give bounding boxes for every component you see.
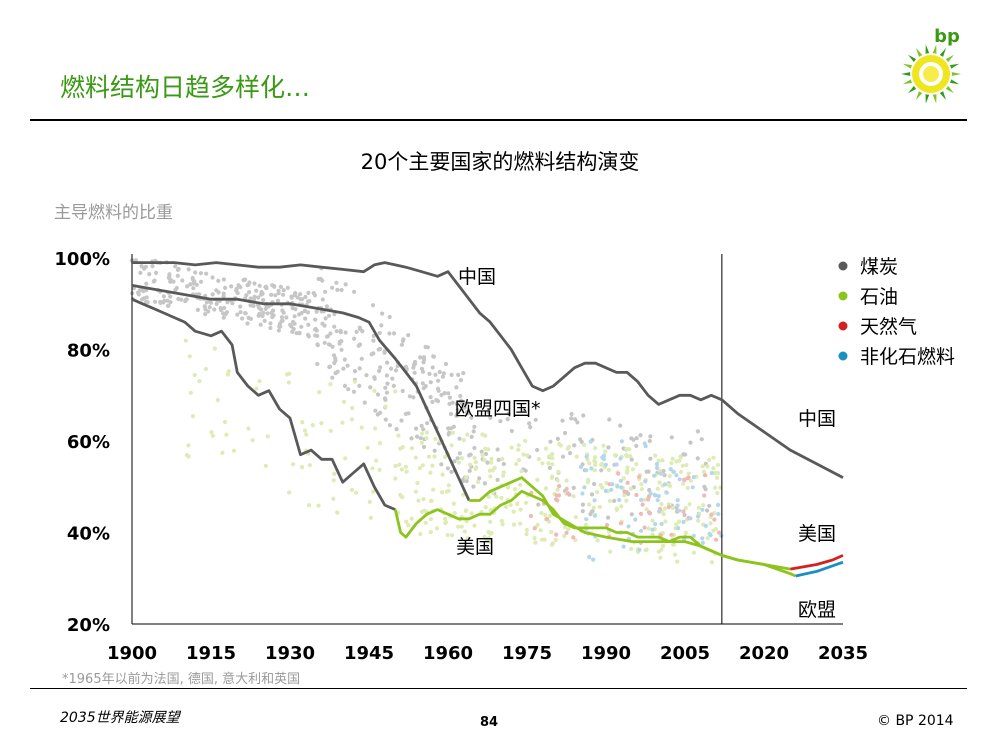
x-tick-label: 1960 (423, 643, 473, 664)
legend-marker (838, 261, 848, 271)
title-divider (30, 119, 967, 121)
country-lines (131, 261, 844, 578)
annotation-label: 中国 (798, 408, 836, 430)
annotation-label: 中国 (458, 266, 496, 288)
footer-publication: 2035世界能源展望 (60, 710, 180, 726)
bp-logo-icon: bp (901, 26, 961, 104)
annotation-label: 欧盟 (798, 599, 836, 621)
background-scatter (129, 258, 724, 565)
series-line-1-2 (795, 560, 844, 578)
legend-marker (838, 351, 848, 361)
legend-label: 石油 (860, 286, 898, 308)
series-line-2-1 (393, 489, 791, 571)
x-tick-label: 1900 (107, 643, 157, 664)
slide-title: 燃料结构日趋多样化… (60, 73, 311, 102)
footer-divider (30, 688, 967, 689)
legend-marker (838, 321, 848, 331)
y-tick-label: 40% (67, 524, 110, 545)
annotation-label: 欧盟四国* (455, 398, 541, 420)
footnote: *1965年以前为法国, 德国, 意大利和英国 (62, 672, 301, 687)
legend-marker (838, 291, 848, 301)
legend-label: 天然气 (860, 316, 917, 338)
series-line-2-2 (790, 554, 844, 571)
y-axis-title: 主导燃料的比重 (54, 203, 173, 223)
page-number: 84 (480, 715, 499, 730)
bp-logo-text: bp (934, 26, 960, 47)
legend-label: 煤炭 (860, 256, 898, 278)
x-tick-label: 1945 (344, 643, 394, 664)
series-line-2-0 (131, 297, 396, 511)
chart-axes: 20% 40% 60% 80% 100% 1900 1915 1930 1945 1960 1975… (54, 249, 868, 664)
annotation-label: 美国 (456, 536, 494, 558)
x-tick-label: 1915 (186, 643, 236, 664)
x-tick-label: 2020 (739, 643, 789, 664)
y-tick-label: 20% (67, 615, 110, 636)
legend-label: 非化石燃料 (860, 346, 955, 368)
y-tick-label: 100% (54, 249, 110, 270)
x-tick-label: 1990 (581, 643, 631, 664)
y-tick-label: 60% (67, 432, 110, 453)
x-tick-label: 2035 (818, 643, 868, 664)
chart-title: 20个主要国家的燃料结构演变 (360, 150, 640, 174)
copyright: © BP 2014 (877, 713, 954, 729)
x-tick-label: 2005 (660, 643, 710, 664)
annotation-label: 美国 (798, 523, 836, 545)
y-tick-label: 80% (67, 341, 110, 362)
x-tick-label: 1930 (265, 643, 315, 664)
x-tick-label: 1975 (502, 643, 552, 664)
series-line-0-0 (132, 261, 844, 479)
series-line-1-0 (131, 284, 471, 502)
